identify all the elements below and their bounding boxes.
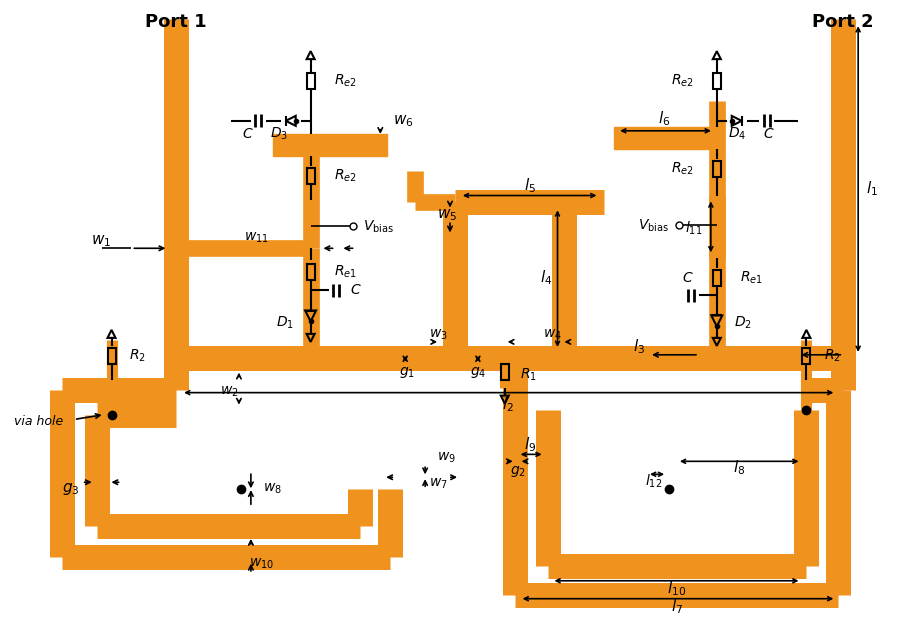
Text: $w_4$: $w_4$ (543, 328, 562, 342)
Text: $R_2$: $R_2$ (824, 348, 842, 364)
Text: $R_{e1}$: $R_{e1}$ (740, 270, 762, 286)
Text: via hole: via hole (14, 415, 64, 428)
Bar (500, 364, 508, 379)
Bar (713, 161, 721, 176)
Text: $g_4$: $g_4$ (471, 365, 487, 380)
Bar (803, 348, 810, 364)
Text: $R_{e2}$: $R_{e2}$ (671, 73, 694, 89)
Text: $w_5$: $w_5$ (436, 207, 457, 224)
Text: $R_{e2}$: $R_{e2}$ (334, 73, 356, 89)
Text: $V_{\rm bias}$: $V_{\rm bias}$ (364, 218, 394, 235)
Text: $w_1$: $w_1$ (92, 233, 112, 249)
Text: $C$: $C$ (350, 283, 362, 297)
Text: $D_3$: $D_3$ (270, 125, 288, 142)
Text: $l_1$: $l_1$ (866, 179, 878, 198)
Text: $l_4$: $l_4$ (540, 269, 553, 288)
Bar (713, 270, 721, 286)
Bar (273, 134, 387, 156)
Text: $R_1$: $R_1$ (519, 366, 536, 383)
Text: $R_{e2}$: $R_{e2}$ (671, 160, 694, 177)
Text: Port 1: Port 1 (146, 13, 207, 31)
Bar (713, 73, 721, 89)
Text: $w_{10}$: $w_{10}$ (249, 556, 274, 571)
Text: $l_7$: $l_7$ (670, 597, 683, 616)
Text: $R_{e1}$: $R_{e1}$ (334, 264, 356, 280)
Text: $C$: $C$ (682, 271, 694, 285)
Text: $w_3$: $w_3$ (428, 328, 447, 342)
Text: $l_6$: $l_6$ (658, 109, 670, 128)
Text: $w_9$: $w_9$ (437, 450, 456, 465)
Text: $R_{e2}$: $R_{e2}$ (334, 168, 356, 184)
Text: $w_{11}$: $w_{11}$ (244, 230, 269, 245)
Text: $w_6$: $w_6$ (393, 113, 414, 129)
Text: $w_7$: $w_7$ (429, 477, 448, 491)
Text: $g_2$: $g_2$ (509, 464, 526, 479)
Text: $l_{12}$: $l_{12}$ (645, 473, 662, 490)
Text: $l_3$: $l_3$ (633, 337, 645, 356)
Text: $g_1$: $g_1$ (399, 365, 415, 380)
Text: $l_{10}$: $l_{10}$ (668, 579, 687, 598)
Text: $w_8$: $w_8$ (263, 482, 282, 496)
Bar (615, 127, 718, 148)
Text: Port 2: Port 2 (813, 13, 874, 31)
Bar (307, 73, 315, 89)
Text: $C$: $C$ (242, 127, 254, 141)
Bar (107, 348, 115, 364)
Text: $g_3$: $g_3$ (62, 481, 80, 497)
Text: $l_5$: $l_5$ (524, 176, 536, 195)
Bar (307, 264, 315, 280)
Text: $V_{\rm bias}$: $V_{\rm bias}$ (638, 217, 669, 233)
Text: $l_8$: $l_8$ (733, 458, 745, 477)
Bar (307, 168, 315, 184)
Text: $l_{11}$: $l_{11}$ (685, 220, 702, 237)
Text: $D_1$: $D_1$ (275, 315, 293, 331)
Text: $R_2$: $R_2$ (130, 348, 147, 364)
Text: $l_2$: $l_2$ (502, 395, 514, 414)
Text: $D_4$: $D_4$ (727, 125, 746, 142)
Text: $w_2$: $w_2$ (220, 384, 238, 399)
Text: $D_2$: $D_2$ (734, 315, 752, 331)
Text: $C$: $C$ (762, 127, 774, 141)
Text: $l_9$: $l_9$ (524, 435, 536, 454)
